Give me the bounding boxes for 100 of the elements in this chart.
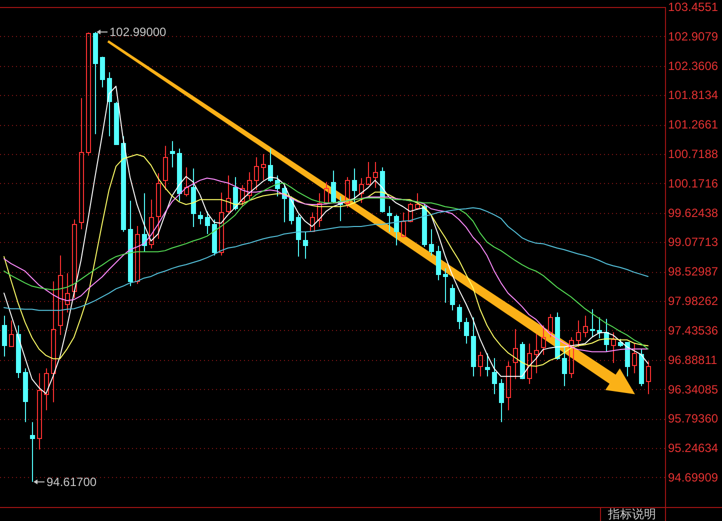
candlestick [219, 192, 224, 256]
candlestick [331, 170, 336, 204]
candlestick [464, 317, 469, 344]
candlestick [534, 333, 539, 374]
annotation: 指标说明 [607, 507, 656, 521]
candlestick [548, 314, 553, 338]
candlestick [436, 245, 441, 281]
annotation: 94.61700 [46, 474, 97, 489]
candlestick [128, 200, 133, 287]
candlestick [121, 136, 126, 232]
y-tick-label: 102.9079 [668, 29, 718, 44]
candlestick [2, 315, 7, 358]
candlestick [359, 178, 364, 204]
candlestick [310, 212, 315, 232]
candlestick [429, 228, 434, 256]
candlestick [135, 225, 140, 285]
y-tick-label: 102.3606 [668, 58, 718, 73]
candlestick [114, 101, 119, 145]
candlestick [296, 214, 301, 258]
candlestick [240, 184, 245, 207]
candlestick [618, 338, 623, 348]
candlestick [457, 304, 462, 330]
candlestick [51, 280, 56, 403]
candlestick [247, 172, 252, 200]
candlestick [345, 176, 350, 208]
y-tick-label: 97.98262 [668, 294, 718, 308]
candlestick [366, 162, 371, 185]
candlestick [37, 372, 42, 450]
candlestick [506, 360, 511, 411]
y-tick-label: 103.4551 [668, 0, 718, 14]
candlestick [499, 378, 504, 423]
candlestick [443, 268, 448, 304]
candlestick [590, 308, 595, 338]
candlestick [205, 210, 210, 235]
candlestick [422, 204, 427, 248]
candlestick [177, 148, 182, 202]
candlestick [478, 351, 483, 377]
y-tick-label: 95.79360 [668, 412, 718, 426]
candlestick [9, 320, 14, 348]
candlestick [520, 342, 525, 380]
candlestick [646, 360, 651, 395]
candlestick [156, 172, 161, 240]
candlestick [513, 328, 518, 380]
candlestick [86, 32, 91, 156]
line-series [4, 154, 648, 367]
candlestick [72, 219, 77, 298]
candlestick [170, 140, 175, 168]
y-tick-label: 101.8134 [668, 88, 718, 102]
candlestick [625, 342, 630, 377]
candlestick [212, 219, 217, 256]
candlestick [107, 72, 112, 137]
candlestick [485, 352, 490, 377]
candlestick [303, 231, 308, 260]
y-tick-label: 94.69909 [668, 470, 718, 484]
candlestick [611, 332, 616, 364]
y-tick-label: 96.34085 [668, 382, 718, 396]
candlestick [226, 174, 231, 214]
candlestick [317, 192, 322, 228]
candlestick [415, 192, 420, 210]
y-tick-label: 97.43536 [668, 323, 718, 338]
candlestick [569, 336, 574, 379]
candlestick [275, 174, 280, 197]
y-tick-label: 98.52987 [668, 264, 718, 279]
annotation: 102.99000 [110, 24, 167, 39]
candlestick [373, 162, 378, 188]
candlestick [471, 316, 476, 377]
y-tick-label: 99.07713 [668, 235, 718, 250]
candlestick [184, 166, 189, 197]
candlestick [541, 324, 546, 356]
candlestick [100, 56, 105, 88]
candlestick [555, 312, 560, 360]
candlestick [394, 214, 399, 246]
candlestick [16, 324, 21, 379]
candlestick [492, 358, 497, 395]
candlestick [450, 284, 455, 311]
candlestick [583, 315, 588, 338]
candlestick [79, 98, 84, 230]
line-series [4, 207, 648, 311]
candlestick [576, 320, 581, 348]
candlestick [65, 272, 70, 313]
candlestick [44, 368, 49, 411]
candlestick [58, 255, 63, 336]
candlestick [142, 192, 147, 252]
candlestick [408, 202, 413, 223]
y-tick-label: 100.7188 [668, 147, 718, 162]
candlestick [163, 145, 168, 190]
y-tick-label: 101.2661 [668, 118, 718, 132]
candlestick [597, 316, 602, 339]
candlestick [562, 346, 567, 387]
candlestick [639, 348, 644, 387]
y-tick-label: 96.88811 [668, 352, 718, 367]
candlestick [198, 210, 203, 225]
candlestick [352, 168, 357, 204]
y-tick-label: 100.1716 [668, 176, 718, 190]
candlestick [387, 206, 392, 232]
y-tick-label: 95.24634 [668, 441, 718, 456]
candlestick [401, 212, 406, 238]
candlestick [191, 168, 196, 228]
candlestick [261, 153, 266, 181]
y-tick-label: 99.62438 [668, 206, 718, 220]
